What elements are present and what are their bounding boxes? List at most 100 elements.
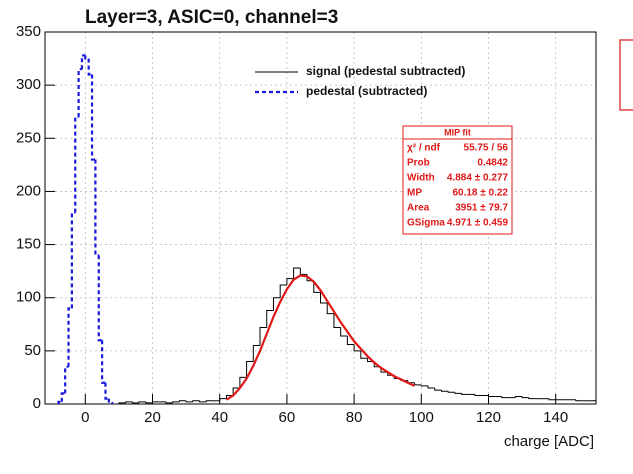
legend-label: pedestal (subtracted) bbox=[306, 84, 427, 98]
histogram-bin bbox=[279, 284, 287, 298]
stats-value: 4.884 ± 0.277 bbox=[447, 173, 509, 184]
histogram-bin bbox=[145, 401, 153, 404]
histogram-bin bbox=[232, 387, 240, 396]
histogram-bin bbox=[320, 292, 328, 304]
histogram-bin bbox=[353, 344, 361, 352]
histogram-bin bbox=[178, 400, 187, 402]
y-tick-label: 350 bbox=[16, 23, 41, 40]
y-tick-label: 300 bbox=[16, 76, 41, 93]
histogram-bin bbox=[360, 350, 368, 359]
histogram-bin bbox=[589, 400, 597, 404]
histogram-bin bbox=[246, 360, 254, 378]
histogram-bin bbox=[87, 58, 93, 76]
histogram-bin bbox=[286, 278, 294, 285]
histogram-bin bbox=[252, 345, 261, 362]
histogram-bin bbox=[454, 392, 462, 394]
histogram-bin bbox=[259, 326, 267, 346]
histogram-bin bbox=[487, 395, 496, 398]
x-tick-label: 80 bbox=[346, 409, 363, 426]
histogram-bin bbox=[90, 74, 96, 161]
histogram-bin bbox=[514, 396, 523, 398]
histogram-bin bbox=[219, 398, 227, 401]
stats-label: χ² / ndf bbox=[407, 143, 441, 154]
histogram-bin bbox=[313, 280, 321, 293]
histogram-bin bbox=[74, 115, 79, 213]
x-tick-label: 0 bbox=[81, 409, 89, 426]
histogram-bin bbox=[548, 398, 556, 401]
histogram-bin bbox=[172, 401, 180, 403]
histogram-bin bbox=[205, 400, 213, 402]
histogram-bin bbox=[521, 396, 529, 399]
histogram-bin bbox=[199, 400, 207, 403]
histogram-bin bbox=[333, 313, 341, 328]
x-tick-label: 100 bbox=[409, 409, 434, 426]
histogram-bin bbox=[447, 391, 455, 393]
histogram-bin bbox=[340, 327, 348, 337]
histogram-bin bbox=[107, 398, 114, 405]
histogram-bin bbox=[528, 397, 536, 400]
histogram-bin bbox=[575, 399, 583, 402]
stats-box bbox=[402, 125, 513, 235]
plot-frame bbox=[44, 31, 597, 405]
x-tick-label: 140 bbox=[543, 409, 568, 426]
histogram-bin bbox=[60, 392, 66, 402]
x-tick-label: 20 bbox=[144, 409, 161, 426]
histogram-bin bbox=[266, 309, 274, 328]
histogram-bin bbox=[346, 335, 355, 345]
side-box bbox=[619, 39, 633, 111]
histogram-bin bbox=[80, 54, 86, 70]
y-tick-label: 250 bbox=[16, 129, 41, 146]
stats-value: 60.18 ± 0.22 bbox=[452, 188, 508, 199]
histogram-bin bbox=[84, 55, 89, 60]
histogram-bin bbox=[152, 401, 160, 403]
histogram-bin bbox=[64, 365, 69, 394]
y-tick-label: 200 bbox=[16, 182, 41, 199]
histogram-bin bbox=[165, 401, 173, 404]
histogram-bin bbox=[118, 402, 126, 404]
y-tick-label: 50 bbox=[24, 342, 41, 359]
histogram-bin bbox=[131, 401, 140, 404]
histogram-bin bbox=[225, 394, 234, 399]
histogram-bin bbox=[67, 307, 72, 367]
histogram-bin bbox=[185, 400, 193, 403]
histogram-bin bbox=[57, 400, 62, 404]
histogram-bin bbox=[434, 388, 442, 391]
fit-line bbox=[225, 274, 416, 401]
stats-label: GSigma bbox=[407, 218, 445, 229]
x-tick-label: 60 bbox=[279, 409, 296, 426]
histogram-bin bbox=[427, 385, 435, 389]
histogram-bin bbox=[272, 297, 281, 311]
x-tick-label: 40 bbox=[211, 409, 228, 426]
histogram-bin bbox=[125, 401, 133, 403]
histogram-bin bbox=[97, 255, 103, 342]
y-tick-label: 0 bbox=[33, 395, 41, 412]
histogram-bin bbox=[192, 400, 200, 402]
x-tick-label: 120 bbox=[476, 409, 501, 426]
y-tick-label: 150 bbox=[16, 236, 41, 253]
y-tick-label: 100 bbox=[16, 289, 41, 306]
histogram-bin bbox=[440, 390, 449, 392]
histogram-bin bbox=[70, 211, 76, 309]
histogram-bin bbox=[77, 68, 82, 118]
stats-value: 55.75 / 56 bbox=[464, 143, 509, 154]
histogram-bin bbox=[138, 401, 146, 403]
histogram-bin bbox=[104, 382, 109, 400]
histogram-bin bbox=[326, 303, 334, 315]
legend-label: signal (pedestal subtracted) bbox=[306, 64, 465, 78]
histogram-bin bbox=[101, 340, 106, 384]
x-axis-label: charge [ADC] bbox=[504, 433, 594, 450]
histogram-bin bbox=[474, 394, 482, 396]
histogram-bin bbox=[94, 159, 99, 257]
chart-title: Layer=3, ASIC=0, channel=3 bbox=[85, 7, 338, 28]
stats-label: Area bbox=[407, 203, 430, 214]
histogram-bin bbox=[461, 393, 469, 395]
stats-value: 3951 ± 79.7 bbox=[455, 203, 508, 214]
stats-value: 4.971 ± 0.459 bbox=[447, 218, 509, 229]
stats-value: 0.4842 bbox=[477, 158, 508, 169]
stats-label: Width bbox=[407, 173, 435, 184]
histogram-bin bbox=[239, 376, 247, 389]
histogram-bin bbox=[501, 396, 509, 399]
histogram-bin bbox=[293, 267, 301, 279]
